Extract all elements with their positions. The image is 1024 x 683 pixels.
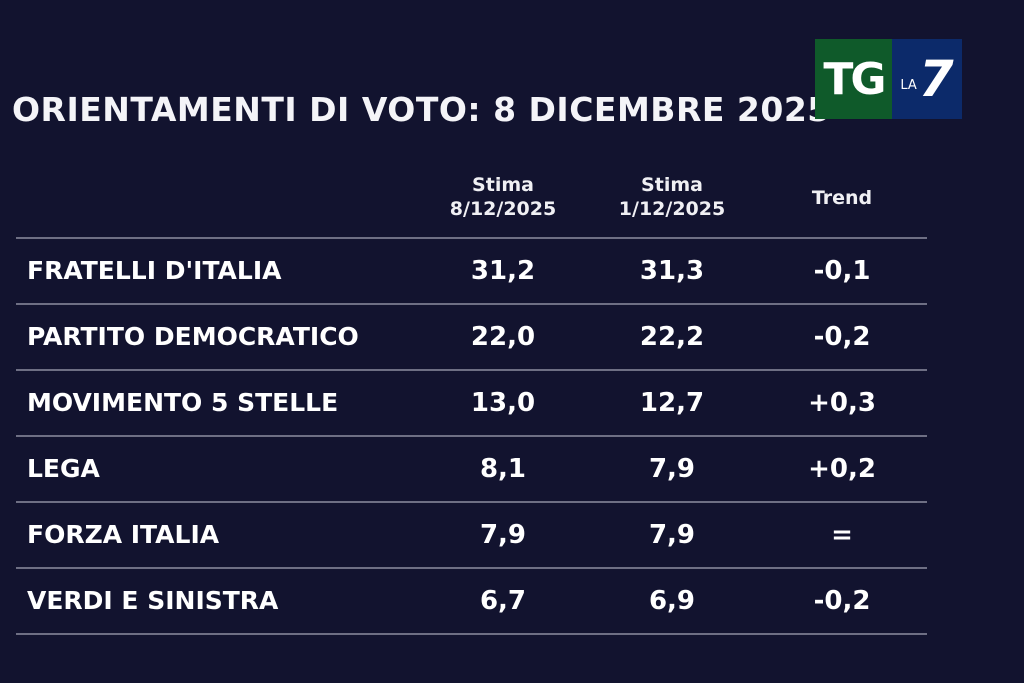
- column-header-line2: 1/12/2025: [618, 198, 726, 220]
- tg-la7-logo: TG LA 7: [815, 39, 962, 119]
- table-row: PARTITO DEMOCRATICO 22,0 22,2 -0,2: [16, 303, 927, 369]
- previous-value: 7,9: [648, 520, 696, 550]
- column-header-trend: Trend: [757, 186, 927, 210]
- logo-la7: LA 7: [892, 39, 962, 119]
- trend-value: =: [831, 520, 853, 550]
- column-header-line2: 8/12/2025: [449, 198, 557, 220]
- table-row: FORZA ITALIA 7,9 7,9 =: [16, 501, 927, 567]
- logo-la: LA: [900, 77, 917, 93]
- previous-value: 12,7: [639, 388, 705, 418]
- current-value: 7,9: [479, 520, 527, 550]
- current-value: 31,2: [470, 256, 536, 286]
- trend-value: -0,2: [813, 322, 871, 352]
- page-title: ORIENTAMENTI DI VOTO: 8 DICEMBRE 2025: [12, 90, 831, 129]
- party-name: FORZA ITALIA: [27, 520, 220, 549]
- previous-value: 22,2: [639, 322, 705, 352]
- table-row: LEGA 8,1 7,9 +0,2: [16, 435, 927, 501]
- party-name: MOVIMENTO 5 STELLE: [27, 388, 339, 417]
- previous-value: 31,3: [639, 256, 705, 286]
- party-name: PARTITO DEMOCRATICO: [27, 322, 359, 351]
- current-value: 8,1: [479, 454, 527, 484]
- trend-value: -0,1: [813, 256, 871, 286]
- current-value: 13,0: [470, 388, 536, 418]
- column-header-line1: Stima: [641, 174, 703, 196]
- column-header-line1: Stima: [472, 174, 534, 196]
- previous-value: 7,9: [648, 454, 696, 484]
- poll-table: FRATELLI D'ITALIA 31,2 31,3 -0,1 PARTITO DEM…: [16, 237, 927, 635]
- column-header-line1: Trend: [811, 187, 873, 209]
- trend-value: -0,2: [813, 586, 871, 616]
- logo-seven: 7: [918, 50, 954, 108]
- table-row: FRATELLI D'ITALIA 31,2 31,3 -0,1: [16, 237, 927, 303]
- trend-value: +0,2: [808, 454, 876, 484]
- current-value: 22,0: [470, 322, 536, 352]
- party-name: VERDI E SINISTRA: [27, 586, 279, 615]
- previous-value: 6,9: [648, 586, 696, 616]
- table-row: VERDI E SINISTRA 6,7 6,9 -0,2: [16, 567, 927, 635]
- table-row: MOVIMENTO 5 STELLE 13,0 12,7 +0,3: [16, 369, 927, 435]
- column-header-previous: Stima 1/12/2025: [587, 173, 757, 221]
- trend-value: +0,3: [808, 388, 876, 418]
- party-name: FRATELLI D'ITALIA: [27, 256, 282, 285]
- party-name: LEGA: [27, 454, 100, 483]
- column-header-current: Stima 8/12/2025: [418, 173, 588, 221]
- current-value: 6,7: [479, 586, 527, 616]
- logo-tg: TG: [815, 39, 892, 119]
